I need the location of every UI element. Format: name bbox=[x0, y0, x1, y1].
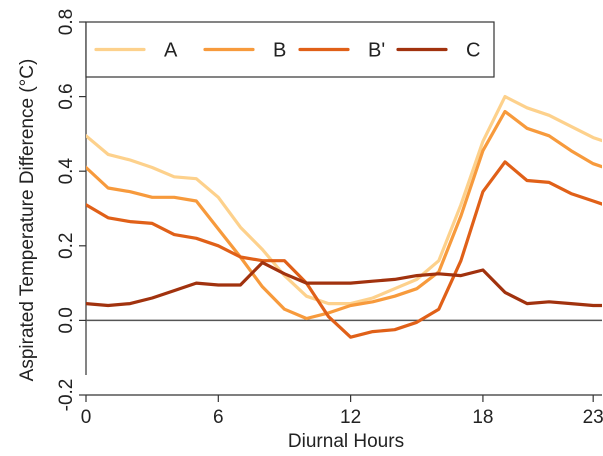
legend-label-3: B' bbox=[368, 40, 385, 62]
y-tick-label: 0.2 bbox=[56, 233, 77, 259]
axes: 0 6 12 18 23 -0.2 0.0 0.2 0.4 0.6 0.8 bbox=[56, 9, 603, 428]
y-tick-label: 0.0 bbox=[56, 307, 77, 333]
series-lines bbox=[86, 94, 602, 339]
x-axis-title: Diurnal Hours bbox=[288, 431, 404, 452]
x-tick-label: 12 bbox=[340, 407, 361, 428]
y-axis-title: Aspirated Temperature Difference (°C) bbox=[17, 59, 38, 382]
y-tick-label: 0.8 bbox=[56, 9, 77, 35]
y-tick-label: -0.2 bbox=[56, 379, 77, 412]
x-tick-label: 0 bbox=[81, 407, 92, 428]
y-tick-label: 0.6 bbox=[56, 83, 77, 109]
series-line-1 bbox=[86, 94, 602, 306]
series-line-2 bbox=[86, 109, 602, 321]
legend-label-1: A bbox=[164, 40, 178, 62]
legend: A B B' C bbox=[85, 21, 495, 78]
x-tick-label: 23 bbox=[583, 407, 603, 428]
x-tick-label: 6 bbox=[213, 407, 224, 428]
y-tick-label: 0.4 bbox=[56, 158, 77, 185]
x-tick-label: 18 bbox=[472, 407, 493, 428]
legend-label-4: C bbox=[466, 40, 480, 62]
series-line-4 bbox=[86, 261, 602, 308]
legend-label-2: B bbox=[273, 40, 286, 62]
series-line-3 bbox=[86, 160, 602, 339]
